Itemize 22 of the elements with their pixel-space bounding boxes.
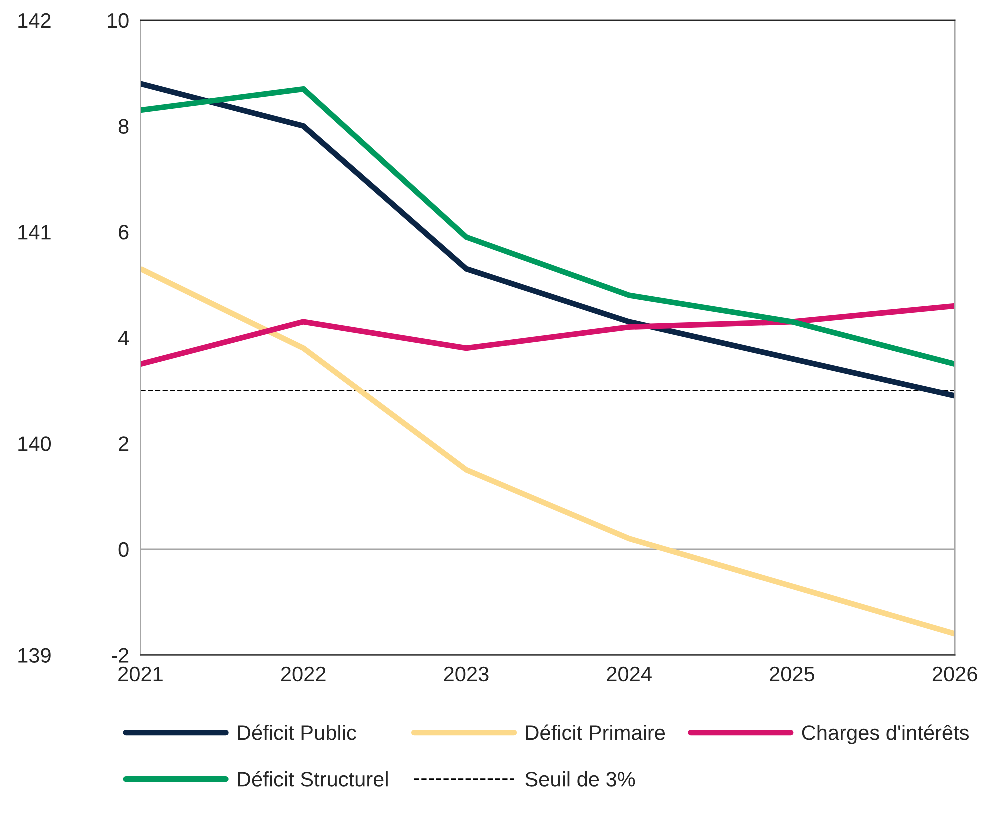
y-tick-label: 0: [118, 542, 129, 558]
y-tick-label: 4: [118, 331, 129, 346]
y-tick-label: -2: [112, 648, 129, 663]
y-tick-label: 10: [108, 13, 129, 28]
y-tick-label: 6: [119, 225, 129, 240]
x-tick-label: 2021: [118, 666, 163, 682]
y2-tick-label: 142: [18, 13, 51, 28]
x-tick-label: 2026: [932, 666, 978, 682]
x-tick-label: 2025: [770, 666, 815, 682]
legend-label: Déficit Public: [238, 724, 356, 740]
x-tick-label: 2024: [607, 666, 652, 682]
y2-tick-label: 139: [18, 648, 51, 663]
y-tick-label: 8: [118, 119, 129, 134]
legend-label: Seuil de 3%: [526, 772, 636, 787]
x-tick-label: 2023: [444, 666, 489, 682]
y2-tick-label: 141: [18, 225, 51, 240]
legend-label: Déficit Structurel: [238, 771, 388, 787]
y2-tick-label: 140: [18, 436, 52, 452]
x-tick-label: 2022: [281, 666, 326, 682]
y-tick-label: 2: [119, 436, 129, 452]
legend-label: Charges d'intérêts: [802, 724, 970, 744]
legend-label: Déficit Primaire: [526, 724, 666, 740]
